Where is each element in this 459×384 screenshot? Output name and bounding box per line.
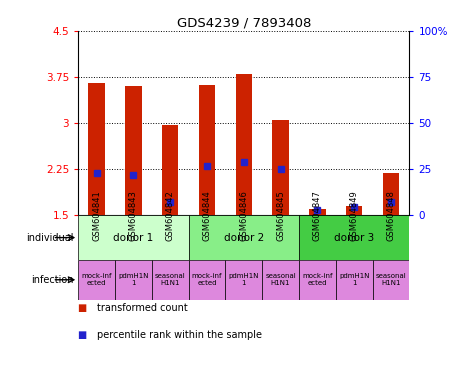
Text: GSM604846: GSM604846 — [239, 190, 248, 241]
Text: GSM604849: GSM604849 — [349, 190, 358, 240]
Bar — [78, 260, 115, 300]
Bar — [162, 126, 178, 215]
Text: donor 2: donor 2 — [223, 233, 263, 243]
Text: seasonal
H1N1: seasonal H1N1 — [375, 273, 405, 286]
Text: ■: ■ — [78, 330, 90, 340]
Bar — [78, 215, 188, 260]
Bar — [188, 260, 225, 300]
Text: percentile rank within the sample: percentile rank within the sample — [96, 330, 261, 340]
Bar — [262, 260, 298, 300]
Text: GSM604841: GSM604841 — [92, 190, 101, 240]
Bar — [298, 260, 335, 300]
Text: GSM604843: GSM604843 — [129, 190, 138, 241]
Text: mock-inf
ected: mock-inf ected — [191, 273, 222, 286]
Text: pdmH1N
1: pdmH1N 1 — [338, 273, 369, 286]
Text: ■: ■ — [78, 303, 90, 313]
Bar — [151, 260, 188, 300]
Text: donor 3: donor 3 — [333, 233, 374, 243]
Bar — [272, 120, 288, 215]
Bar — [188, 215, 298, 260]
Text: seasonal
H1N1: seasonal H1N1 — [155, 273, 185, 286]
Bar — [125, 86, 141, 215]
Text: GSM604844: GSM604844 — [202, 190, 211, 240]
Bar — [372, 260, 409, 300]
Bar — [235, 74, 252, 215]
Bar — [88, 83, 105, 215]
Text: mock-inf
ected: mock-inf ected — [81, 273, 112, 286]
Text: GSM604847: GSM604847 — [312, 190, 321, 241]
Text: GSM604848: GSM604848 — [386, 190, 395, 241]
Title: GDS4239 / 7893408: GDS4239 / 7893408 — [176, 17, 310, 30]
Text: seasonal
H1N1: seasonal H1N1 — [265, 273, 295, 286]
Bar — [382, 174, 398, 215]
Text: GSM604845: GSM604845 — [275, 190, 285, 240]
Bar — [115, 260, 151, 300]
Bar — [225, 260, 262, 300]
Bar — [298, 215, 409, 260]
Text: transformed count: transformed count — [96, 303, 187, 313]
Text: individual: individual — [26, 233, 73, 243]
Text: pdmH1N
1: pdmH1N 1 — [228, 273, 258, 286]
Text: GSM604842: GSM604842 — [165, 190, 174, 240]
Bar — [198, 85, 215, 215]
Bar — [335, 260, 372, 300]
Text: donor 1: donor 1 — [113, 233, 153, 243]
Text: infection: infection — [31, 275, 73, 285]
Text: mock-inf
ected: mock-inf ected — [302, 273, 332, 286]
Bar — [308, 209, 325, 215]
Bar — [345, 206, 362, 215]
Text: pdmH1N
1: pdmH1N 1 — [118, 273, 148, 286]
